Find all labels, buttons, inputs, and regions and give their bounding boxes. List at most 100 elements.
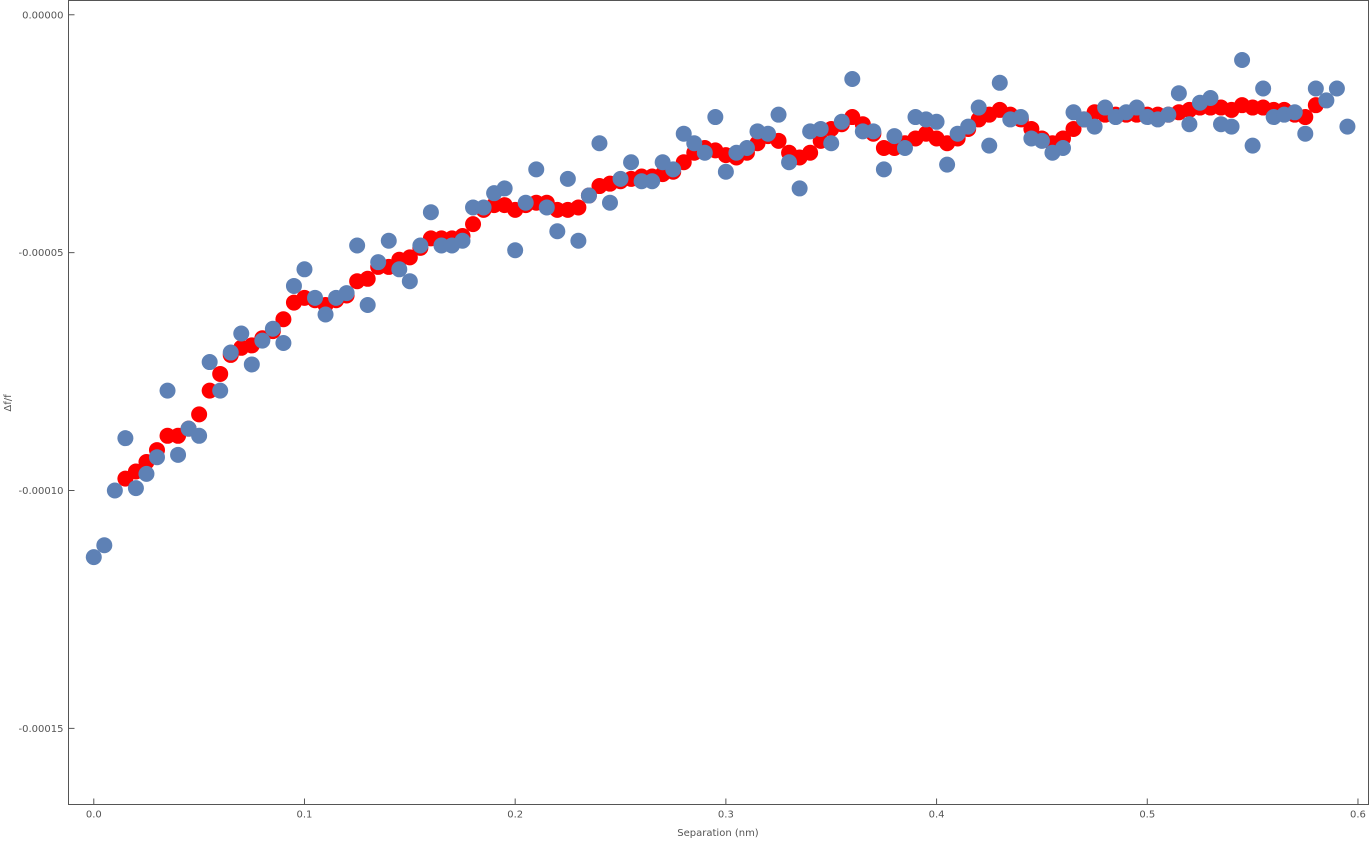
data-point bbox=[201, 354, 218, 371]
data-point bbox=[138, 465, 155, 482]
data-point bbox=[570, 232, 587, 249]
data-point bbox=[1065, 120, 1082, 137]
data-point bbox=[1012, 109, 1029, 126]
data-point bbox=[1033, 132, 1050, 149]
data-point bbox=[380, 232, 397, 249]
y-axis-ticks: 0.00000 -0.00005 -0.00010 -0.00015 bbox=[19, 10, 75, 735]
data-point bbox=[170, 446, 187, 463]
data-point bbox=[212, 365, 229, 382]
x-tick-label: 0.3 bbox=[718, 810, 734, 821]
x-tick-label: 0.4 bbox=[929, 810, 945, 821]
data-point bbox=[359, 296, 376, 313]
y-tick-label: 0.00000 bbox=[22, 10, 63, 21]
data-point bbox=[802, 144, 819, 161]
x-tick-label: 0.2 bbox=[507, 810, 523, 821]
data-point bbox=[559, 170, 576, 187]
data-point bbox=[191, 427, 208, 444]
data-point bbox=[538, 199, 555, 216]
data-point bbox=[96, 537, 113, 554]
data-point bbox=[1307, 80, 1324, 97]
data-point bbox=[275, 311, 292, 328]
data-point bbox=[254, 332, 271, 349]
data-point bbox=[623, 154, 640, 171]
data-point bbox=[275, 335, 292, 352]
data-point bbox=[233, 325, 250, 342]
data-point bbox=[85, 549, 102, 566]
data-point bbox=[781, 154, 798, 171]
data-point bbox=[865, 123, 882, 140]
data-point bbox=[991, 74, 1008, 91]
x-axis-title: Separation (nm) bbox=[677, 828, 759, 839]
data-point bbox=[875, 161, 892, 178]
y-tick-label: -0.00010 bbox=[19, 486, 64, 497]
series-2 bbox=[85, 51, 1356, 566]
data-point bbox=[549, 223, 566, 240]
data-point bbox=[454, 232, 471, 249]
data-point bbox=[517, 194, 534, 211]
data-point bbox=[422, 204, 439, 221]
data-point bbox=[686, 135, 703, 152]
data-point bbox=[285, 277, 302, 294]
data-point bbox=[465, 216, 482, 233]
data-point bbox=[939, 156, 956, 173]
data-point bbox=[349, 237, 366, 254]
y-axis-title: Δf/f bbox=[3, 394, 14, 412]
data-point bbox=[401, 249, 418, 266]
data-point bbox=[675, 125, 692, 142]
data-point bbox=[896, 139, 913, 156]
data-point bbox=[412, 237, 429, 254]
data-point bbox=[243, 356, 260, 373]
data-point bbox=[833, 113, 850, 130]
data-point bbox=[222, 344, 239, 361]
y-tick-label: -0.00005 bbox=[19, 248, 64, 259]
data-point bbox=[401, 273, 418, 290]
data-point bbox=[191, 406, 208, 423]
x-tick-label: 0.6 bbox=[1350, 810, 1366, 821]
data-point bbox=[317, 306, 334, 323]
data-point bbox=[665, 161, 682, 178]
data-point bbox=[960, 118, 977, 135]
data-point bbox=[106, 482, 123, 499]
x-tick-label: 0.1 bbox=[297, 810, 313, 821]
x-axis-ticks: 0.0 0.1 0.2 0.3 0.4 0.5 0.6 bbox=[86, 798, 1366, 821]
data-point bbox=[1234, 51, 1251, 68]
data-point bbox=[696, 144, 713, 161]
data-point bbox=[760, 125, 777, 142]
data-point bbox=[496, 180, 513, 197]
data-point bbox=[159, 382, 176, 399]
data-point bbox=[1297, 125, 1314, 142]
data-point bbox=[844, 71, 861, 87]
data-point bbox=[612, 170, 629, 187]
data-point bbox=[307, 289, 324, 306]
data-point bbox=[264, 320, 281, 337]
data-point bbox=[1160, 106, 1177, 123]
data-point bbox=[812, 120, 829, 137]
data-point bbox=[770, 106, 787, 123]
data-point bbox=[823, 135, 840, 152]
data-point bbox=[1097, 99, 1114, 116]
data-point bbox=[117, 430, 134, 447]
data-point bbox=[791, 180, 808, 197]
data-point bbox=[570, 199, 587, 216]
data-point bbox=[127, 480, 144, 497]
plot-frame bbox=[68, 0, 1369, 805]
data-point bbox=[507, 242, 524, 259]
data-point bbox=[1223, 118, 1240, 135]
data-point bbox=[1181, 116, 1198, 133]
data-point bbox=[1318, 92, 1335, 109]
data-point bbox=[580, 187, 597, 204]
data-point bbox=[886, 128, 903, 145]
data-point bbox=[370, 254, 387, 271]
data-point bbox=[1255, 80, 1272, 97]
data-point bbox=[1170, 85, 1187, 102]
data-point bbox=[601, 194, 618, 211]
data-point bbox=[928, 113, 945, 130]
data-point bbox=[359, 270, 376, 287]
data-point bbox=[717, 163, 734, 180]
data-point bbox=[970, 99, 987, 116]
data-point bbox=[475, 199, 492, 216]
data-point bbox=[296, 261, 313, 278]
data-point bbox=[528, 161, 545, 178]
data-point bbox=[1339, 118, 1356, 135]
